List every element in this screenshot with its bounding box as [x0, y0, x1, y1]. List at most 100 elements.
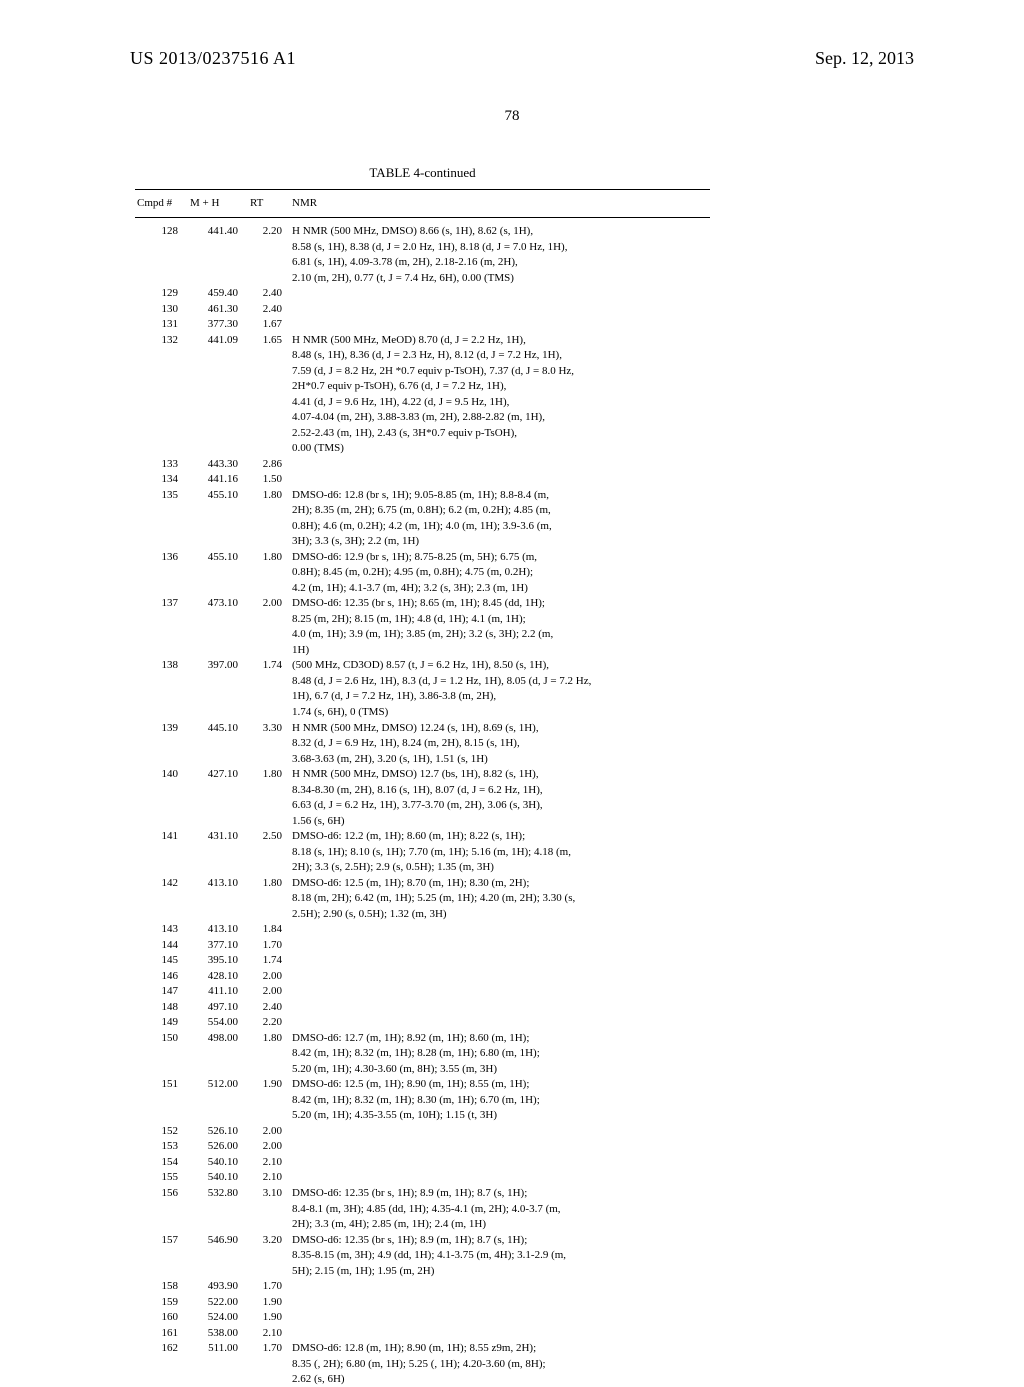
table-row: 3.68-3.63 (m, 2H), 3.20 (s, 1H), 1.51 (s…	[135, 751, 710, 767]
table-row: 6.81 (s, 1H), 4.09-3.78 (m, 2H), 2.18-2.…	[135, 255, 710, 271]
cell-cmpd	[135, 425, 190, 441]
table-row: 8.34-8.30 (m, 2H), 8.16 (s, 1H), 8.07 (d…	[135, 782, 710, 798]
cell-cmpd: 162	[135, 1341, 190, 1357]
cell-nmr: 2.10 (m, 2H), 0.77 (t, J = 7.4 Hz, 6H), …	[292, 270, 710, 286]
cell-rt: 1.84	[250, 922, 292, 938]
cell-cmpd: 143	[135, 922, 190, 938]
cell-rt	[250, 1217, 292, 1233]
table-row: 8.18 (s, 1H); 8.10 (s, 1H); 7.70 (m, 1H)…	[135, 844, 710, 860]
cell-mh	[190, 1263, 250, 1279]
table-row: 1H)	[135, 642, 710, 658]
cell-mh	[190, 798, 250, 814]
cell-nmr: 1H), 6.7 (d, J = 7.2 Hz, 1H), 3.86-3.8 (…	[292, 689, 710, 705]
cell-mh: 445.10	[190, 720, 250, 736]
table-body: 128441.402.20H NMR (500 MHz, DMSO) 8.66 …	[135, 217, 710, 1387]
cell-rt: 2.40	[250, 999, 292, 1015]
table-row: 131377.301.67	[135, 317, 710, 333]
cell-cmpd	[135, 1108, 190, 1124]
cell-mh: 413.10	[190, 922, 250, 938]
cell-rt	[250, 394, 292, 410]
cell-rt: 1.70	[250, 937, 292, 953]
cell-rt	[250, 379, 292, 395]
cell-mh: 498.00	[190, 1030, 250, 1046]
cell-rt	[250, 1201, 292, 1217]
cell-cmpd: 133	[135, 456, 190, 472]
table-row: 141431.102.50DMSO-d6: 12.2 (m, 1H); 8.60…	[135, 829, 710, 845]
cell-nmr	[292, 999, 710, 1015]
table-row: 155540.102.10	[135, 1170, 710, 1186]
table-row: 5.20 (m, 1H); 4.35-3.55 (m, 10H); 1.15 (…	[135, 1108, 710, 1124]
cell-rt: 2.00	[250, 1123, 292, 1139]
cell-nmr: H NMR (500 MHz, DMSO) 12.24 (s, 1H), 8.6…	[292, 720, 710, 736]
cell-nmr: DMSO-d6: 12.35 (br s, 1H); 8.65 (m, 1H);…	[292, 596, 710, 612]
cell-cmpd: 156	[135, 1185, 190, 1201]
table-row: 8.35 (, 2H); 6.80 (m, 1H); 5.25 (, 1H); …	[135, 1356, 710, 1372]
cell-rt	[250, 844, 292, 860]
cell-nmr	[292, 472, 710, 488]
cell-cmpd	[135, 534, 190, 550]
cell-nmr: DMSO-d6: 12.8 (br s, 1H); 9.05-8.85 (m, …	[292, 487, 710, 503]
table-row: 156532.803.10DMSO-d6: 12.35 (br s, 1H); …	[135, 1185, 710, 1201]
cell-rt: 1.74	[250, 953, 292, 969]
cell-mh	[190, 860, 250, 876]
cell-cmpd	[135, 1372, 190, 1387]
cell-cmpd	[135, 642, 190, 658]
cell-mh: 522.00	[190, 1294, 250, 1310]
cell-nmr: 8.48 (s, 1H), 8.36 (d, J = 2.3 Hz, H), 8…	[292, 348, 710, 364]
cell-cmpd	[135, 441, 190, 457]
cell-mh	[190, 410, 250, 426]
table-row: 137473.102.00DMSO-d6: 12.35 (br s, 1H); …	[135, 596, 710, 612]
cell-rt	[250, 565, 292, 581]
cell-mh: 459.40	[190, 286, 250, 302]
cell-rt: 1.80	[250, 549, 292, 565]
cell-mh: 395.10	[190, 953, 250, 969]
cell-rt	[250, 798, 292, 814]
cell-nmr: DMSO-d6: 12.7 (m, 1H); 8.92 (m, 1H); 8.6…	[292, 1030, 710, 1046]
cell-nmr: 7.59 (d, J = 8.2 Hz, 2H *0.7 equiv p-TsO…	[292, 363, 710, 379]
cell-nmr: 1.74 (s, 6H), 0 (TMS)	[292, 705, 710, 721]
cell-nmr: 4.07-4.04 (m, 2H), 3.88-3.83 (m, 2H), 2.…	[292, 410, 710, 426]
cell-nmr: DMSO-d6: 12.35 (br s, 1H); 8.9 (m, 1H); …	[292, 1232, 710, 1248]
cell-cmpd	[135, 1356, 190, 1372]
cell-nmr: 5.20 (m, 1H); 4.30-3.60 (m, 8H); 3.55 (m…	[292, 1061, 710, 1077]
cell-mh	[190, 642, 250, 658]
cell-rt	[250, 580, 292, 596]
cell-nmr: 8.35-8.15 (m, 3H); 4.9 (dd, 1H); 4.1-3.7…	[292, 1248, 710, 1264]
cell-rt: 1.74	[250, 658, 292, 674]
table-row: 2.5H); 2.90 (s, 0.5H); 1.32 (m, 3H)	[135, 906, 710, 922]
table-row: 130461.302.40	[135, 301, 710, 317]
cell-mh	[190, 394, 250, 410]
cell-nmr: 8.32 (d, J = 6.9 Hz, 1H), 8.24 (m, 2H), …	[292, 736, 710, 752]
cell-rt: 2.20	[250, 224, 292, 240]
table-row: 139445.103.30H NMR (500 MHz, DMSO) 12.24…	[135, 720, 710, 736]
cell-rt: 3.20	[250, 1232, 292, 1248]
cell-rt: 2.10	[250, 1170, 292, 1186]
cell-cmpd: 159	[135, 1294, 190, 1310]
cell-cmpd: 155	[135, 1170, 190, 1186]
cell-mh	[190, 425, 250, 441]
cell-rt	[250, 518, 292, 534]
table-row: 4.0 (m, 1H); 3.9 (m, 1H); 3.85 (m, 2H); …	[135, 627, 710, 643]
table-row: 4.07-4.04 (m, 2H), 3.88-3.83 (m, 2H), 2.…	[135, 410, 710, 426]
cell-nmr: DMSO-d6: 12.35 (br s, 1H); 8.9 (m, 1H); …	[292, 1185, 710, 1201]
cell-rt	[250, 736, 292, 752]
cell-nmr: 1.56 (s, 6H)	[292, 813, 710, 829]
cell-rt	[250, 782, 292, 798]
cell-cmpd	[135, 1201, 190, 1217]
cell-nmr: H NMR (500 MHz, DMSO) 8.66 (s, 1H), 8.62…	[292, 224, 710, 240]
cell-mh	[190, 441, 250, 457]
table-row: 1H), 6.7 (d, J = 7.2 Hz, 1H), 3.86-3.8 (…	[135, 689, 710, 705]
cell-cmpd: 132	[135, 332, 190, 348]
cell-mh	[190, 1092, 250, 1108]
cell-mh: 455.10	[190, 487, 250, 503]
cell-mh	[190, 565, 250, 581]
cell-mh: 443.30	[190, 456, 250, 472]
cell-nmr: 2.5H); 2.90 (s, 0.5H); 1.32 (m, 3H)	[292, 906, 710, 922]
table-row: 140427.101.80H NMR (500 MHz, DMSO) 12.7 …	[135, 767, 710, 783]
cell-cmpd	[135, 1248, 190, 1264]
cell-nmr	[292, 922, 710, 938]
table-row: 5.20 (m, 1H); 4.30-3.60 (m, 8H); 3.55 (m…	[135, 1061, 710, 1077]
cell-mh: 441.40	[190, 224, 250, 240]
cell-cmpd	[135, 1217, 190, 1233]
cell-mh	[190, 1356, 250, 1372]
